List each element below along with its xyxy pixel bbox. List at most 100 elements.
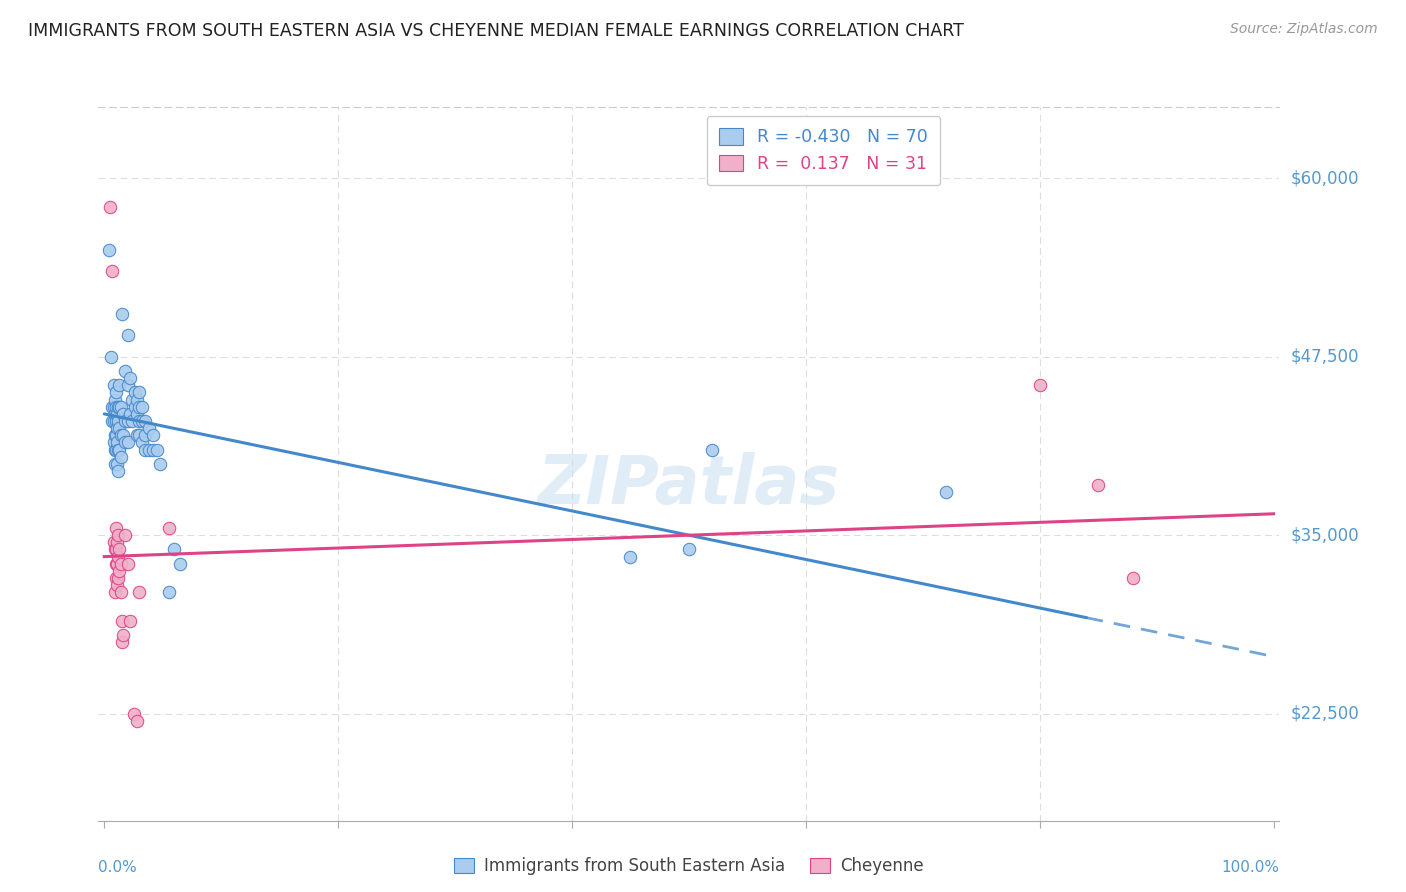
Point [114, 528, 136, 542]
Point [138, 442, 160, 457]
Point [107, 414, 129, 428]
Point [108, 564, 131, 578]
Point [935, 485, 957, 500]
Point [114, 364, 136, 378]
Point [101, 414, 124, 428]
Point [105, 578, 128, 592]
Point [107, 571, 129, 585]
Text: IMMIGRANTS FROM SOUTH EASTERN ASIA VS CHEYENNE MEDIAN FEMALE EARNINGS CORRELATIO: IMMIGRANTS FROM SOUTH EASTERN ASIA VS CH… [28, 22, 965, 40]
Point [678, 542, 700, 557]
Point [104, 442, 127, 457]
Point [108, 378, 131, 392]
Point [117, 328, 139, 343]
Point [110, 585, 132, 599]
Point [104, 542, 127, 557]
Point [103, 435, 125, 450]
Point [105, 421, 128, 435]
Point [117, 435, 139, 450]
Point [149, 457, 172, 471]
Point [134, 428, 156, 442]
Point [134, 442, 156, 457]
Point [124, 385, 146, 400]
Point [121, 414, 143, 428]
Point [107, 549, 129, 564]
Point [128, 585, 150, 599]
Point [138, 421, 160, 435]
Point [111, 628, 134, 642]
Text: $35,000: $35,000 [1291, 526, 1360, 544]
Point [104, 457, 127, 471]
Point [125, 392, 148, 407]
Point [142, 428, 165, 442]
Point [619, 549, 641, 564]
Legend: Immigrants from South Eastern Asia, Cheyenne: Immigrants from South Eastern Asia, Chey… [446, 849, 932, 884]
Point [125, 714, 148, 728]
Point [105, 535, 128, 549]
Point [131, 400, 153, 414]
Point [128, 400, 150, 414]
Point [105, 407, 128, 421]
Point [101, 264, 124, 278]
Point [118, 407, 141, 421]
Text: 100.0%: 100.0% [1222, 860, 1279, 874]
Point [118, 371, 141, 385]
Point [98, 200, 121, 214]
Point [100, 350, 122, 364]
Point [104, 414, 127, 428]
Point [103, 414, 125, 428]
Point [107, 442, 129, 457]
Point [125, 428, 148, 442]
Point [103, 400, 125, 414]
Point [157, 585, 180, 599]
Point [105, 435, 128, 450]
Point [104, 428, 127, 442]
Point [111, 614, 134, 628]
Point [121, 392, 143, 407]
Point [105, 557, 128, 571]
Point [104, 385, 127, 400]
Point [1122, 571, 1144, 585]
Point [107, 464, 129, 478]
Point [117, 557, 139, 571]
Point [97, 243, 120, 257]
Point [1087, 478, 1109, 492]
Point [117, 378, 139, 392]
Point [104, 542, 127, 557]
Point [124, 400, 146, 414]
Point [128, 414, 150, 428]
Text: $60,000: $60,000 [1291, 169, 1360, 187]
Point [110, 428, 132, 442]
Point [104, 407, 127, 421]
Point [103, 535, 125, 549]
Point [101, 400, 124, 414]
Point [111, 307, 134, 321]
Point [104, 521, 127, 535]
Text: 0.0%: 0.0% [98, 860, 138, 874]
Point [108, 400, 131, 414]
Text: Source: ZipAtlas.com: Source: ZipAtlas.com [1230, 22, 1378, 37]
Point [110, 450, 132, 464]
Point [702, 442, 724, 457]
Point [118, 614, 141, 628]
Point [117, 414, 139, 428]
Point [104, 400, 127, 414]
Point [131, 414, 153, 428]
Point [104, 442, 127, 457]
Point [111, 428, 134, 442]
Point [131, 435, 153, 450]
Point [142, 442, 165, 457]
Point [103, 378, 125, 392]
Point [108, 442, 131, 457]
Point [128, 385, 150, 400]
Point [111, 635, 134, 649]
Point [110, 400, 132, 414]
Point [104, 392, 127, 407]
Point [163, 542, 186, 557]
Text: ZIPatlas: ZIPatlas [538, 452, 839, 518]
Point [107, 528, 129, 542]
Point [105, 457, 128, 471]
Point [111, 407, 134, 421]
Text: $47,500: $47,500 [1291, 348, 1360, 366]
Point [104, 571, 127, 585]
Point [104, 585, 127, 599]
